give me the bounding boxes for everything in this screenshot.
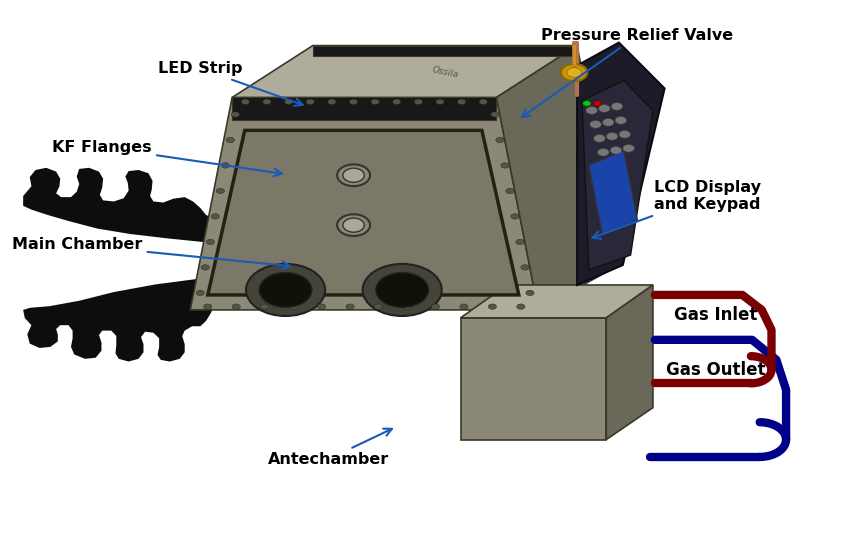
Circle shape: [602, 119, 614, 126]
Circle shape: [432, 304, 439, 310]
Polygon shape: [460, 318, 606, 440]
Circle shape: [516, 239, 524, 245]
Circle shape: [346, 304, 354, 310]
Circle shape: [501, 163, 509, 168]
Circle shape: [284, 99, 293, 104]
Circle shape: [505, 188, 514, 194]
Circle shape: [586, 107, 598, 114]
Circle shape: [619, 131, 631, 138]
Circle shape: [204, 304, 212, 310]
Text: LCD Display
and Keypad: LCD Display and Keypad: [593, 180, 761, 239]
Polygon shape: [496, 46, 619, 310]
Polygon shape: [23, 274, 266, 362]
Circle shape: [201, 265, 209, 270]
Circle shape: [414, 99, 422, 104]
Circle shape: [598, 149, 609, 156]
Circle shape: [479, 99, 488, 104]
Circle shape: [306, 99, 315, 104]
Circle shape: [436, 99, 444, 104]
Circle shape: [263, 99, 271, 104]
Circle shape: [488, 304, 497, 310]
Circle shape: [516, 304, 525, 310]
Circle shape: [338, 164, 370, 186]
Circle shape: [599, 104, 610, 112]
Circle shape: [349, 99, 358, 104]
Circle shape: [510, 214, 519, 219]
Circle shape: [259, 273, 312, 307]
Text: KF Flanges: KF Flanges: [52, 140, 282, 176]
Circle shape: [611, 146, 622, 154]
Circle shape: [338, 214, 370, 236]
Polygon shape: [190, 97, 538, 310]
Polygon shape: [577, 42, 665, 285]
Text: Main Chamber: Main Chamber: [12, 237, 290, 269]
Circle shape: [206, 239, 215, 245]
Circle shape: [594, 134, 605, 142]
Polygon shape: [232, 97, 496, 120]
Circle shape: [289, 304, 298, 310]
Circle shape: [196, 290, 204, 295]
Circle shape: [376, 273, 428, 307]
Circle shape: [611, 103, 622, 110]
Circle shape: [216, 188, 225, 194]
Circle shape: [606, 133, 618, 140]
Polygon shape: [582, 81, 653, 270]
Circle shape: [561, 64, 588, 81]
Circle shape: [226, 137, 234, 143]
Circle shape: [460, 304, 468, 310]
Circle shape: [371, 99, 379, 104]
Polygon shape: [589, 150, 638, 235]
Circle shape: [403, 304, 411, 310]
Polygon shape: [23, 168, 262, 248]
Polygon shape: [606, 285, 653, 440]
Text: Antechamber: Antechamber: [267, 429, 392, 467]
Polygon shape: [313, 46, 577, 55]
Circle shape: [496, 137, 504, 143]
Circle shape: [623, 145, 634, 152]
Circle shape: [521, 265, 529, 270]
Text: Ossila: Ossila: [432, 65, 460, 80]
Text: Pressure Relief Valve: Pressure Relief Valve: [522, 28, 734, 117]
Polygon shape: [232, 46, 577, 97]
Circle shape: [232, 112, 239, 117]
Circle shape: [246, 264, 325, 316]
Circle shape: [491, 112, 499, 117]
Circle shape: [615, 116, 627, 124]
Circle shape: [317, 304, 326, 310]
Circle shape: [343, 218, 365, 232]
Circle shape: [260, 304, 269, 310]
Circle shape: [566, 67, 582, 77]
Circle shape: [594, 101, 602, 106]
Polygon shape: [208, 131, 519, 295]
Text: LED Strip: LED Strip: [158, 61, 303, 106]
Text: Gas Outlet: Gas Outlet: [666, 361, 766, 379]
Text: Gas Inlet: Gas Inlet: [674, 306, 757, 324]
Circle shape: [393, 99, 401, 104]
Circle shape: [221, 163, 230, 168]
Circle shape: [526, 290, 534, 295]
Circle shape: [343, 168, 365, 182]
Circle shape: [363, 264, 442, 316]
Circle shape: [375, 304, 382, 310]
Circle shape: [232, 304, 240, 310]
Circle shape: [241, 99, 249, 104]
Circle shape: [457, 99, 466, 104]
Circle shape: [583, 101, 591, 106]
Circle shape: [590, 121, 601, 128]
Circle shape: [211, 214, 220, 219]
Circle shape: [327, 99, 336, 104]
Polygon shape: [460, 285, 653, 318]
